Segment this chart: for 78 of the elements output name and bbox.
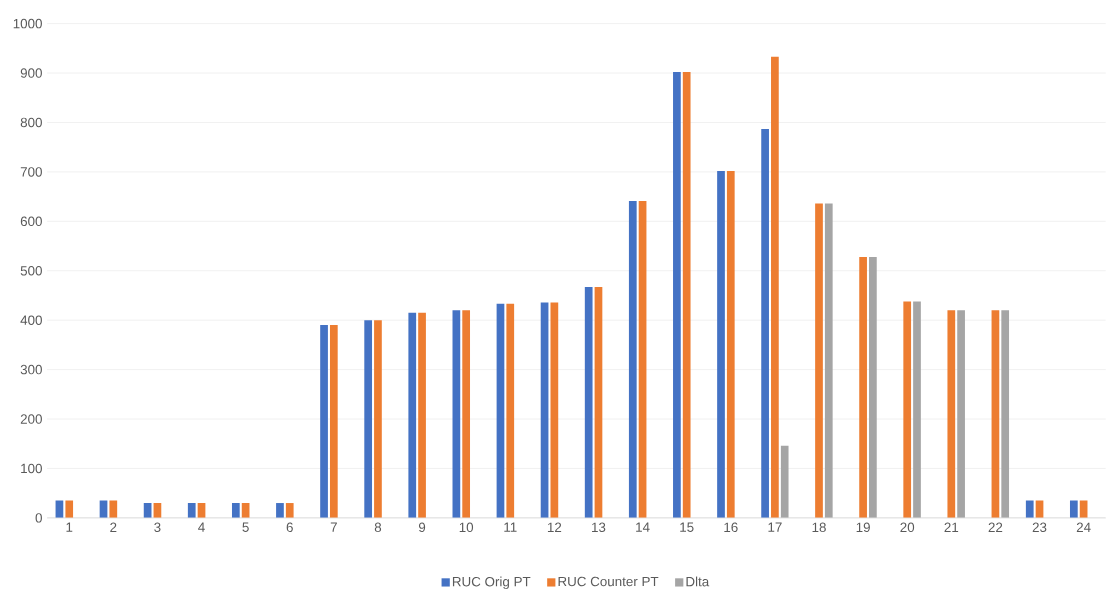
bar <box>1001 310 1010 519</box>
x-tick-label: 20 <box>900 522 915 533</box>
bar <box>276 503 284 519</box>
bar <box>957 310 965 519</box>
legend-label: Dlta <box>686 576 710 587</box>
bar <box>771 56 779 519</box>
bar <box>780 445 789 519</box>
y-tick-label: 500 <box>20 266 42 276</box>
bar <box>1069 500 1078 519</box>
bar <box>815 203 823 519</box>
y-tick-label: 900 <box>20 68 42 78</box>
bar <box>726 171 735 519</box>
y-tick-label: 200 <box>20 414 42 424</box>
y-tick-label: 400 <box>20 315 42 326</box>
bar <box>869 257 877 519</box>
bar <box>320 325 328 519</box>
bar <box>584 287 593 519</box>
bar <box>285 503 294 519</box>
x-tick-label: 6 <box>286 522 293 533</box>
x-tick-label: 4 <box>198 522 205 532</box>
bar <box>903 301 912 519</box>
bar <box>628 201 637 519</box>
bar <box>947 310 956 519</box>
bar <box>991 310 1000 519</box>
y-tick-label: 800 <box>20 117 42 128</box>
x-tick-label: 16 <box>724 522 738 533</box>
bar <box>408 312 417 519</box>
x-tick-label: 23 <box>1032 522 1047 533</box>
y-tick-label: 100 <box>21 463 42 474</box>
bar <box>374 320 382 519</box>
x-tick-label: 14 <box>636 522 650 532</box>
x-tick-label: 5 <box>242 522 249 533</box>
x-tick-label: 10 <box>459 522 474 533</box>
bar <box>859 257 867 519</box>
x-tick-label: 24 <box>1076 522 1091 533</box>
y-tick-label: 700 <box>20 167 42 177</box>
bar <box>824 203 833 519</box>
x-tick-label: 17 <box>768 522 782 532</box>
x-tick-label: 15 <box>680 522 694 533</box>
bar <box>506 304 515 519</box>
x-tick-label: 1 <box>66 522 73 532</box>
x-tick-label: 7 <box>330 522 337 532</box>
x-tick-label: 3 <box>154 522 161 533</box>
x-tick-label: 18 <box>812 522 826 533</box>
y-tick-label: 600 <box>20 216 42 227</box>
x-tick-label: 8 <box>374 522 382 533</box>
bar <box>231 503 240 519</box>
bar <box>540 302 549 519</box>
x-tick-label: 13 <box>592 522 606 533</box>
bar <box>682 72 691 519</box>
legend-label: RUC Counter PT <box>558 576 659 587</box>
bar <box>329 325 338 519</box>
bar <box>761 129 769 519</box>
x-tick-label: 11 <box>504 522 517 532</box>
x-tick-label: 9 <box>418 522 426 533</box>
bar <box>452 310 461 519</box>
x-tick-label: 12 <box>547 522 562 533</box>
bar <box>109 500 118 519</box>
bar <box>717 171 725 519</box>
x-tick-label: 19 <box>856 522 870 533</box>
y-tick-label: 1000 <box>13 19 42 29</box>
bar <box>1025 500 1034 519</box>
y-tick-label: 300 <box>20 365 42 375</box>
legend-label: RUC Orig PT <box>452 576 531 590</box>
bar <box>496 304 505 519</box>
x-tick-label: 22 <box>988 522 1003 533</box>
bar <box>364 320 373 519</box>
bar <box>594 287 603 519</box>
x-tick-label: 2 <box>110 522 117 533</box>
bar <box>418 312 426 519</box>
y-tick-label: 0 <box>35 513 42 523</box>
bar <box>673 72 681 519</box>
bar <box>550 302 559 519</box>
bar <box>462 310 471 519</box>
bar <box>187 503 196 519</box>
bar <box>638 201 647 519</box>
x-tick-label: 21 <box>944 522 959 533</box>
bar <box>913 301 921 519</box>
